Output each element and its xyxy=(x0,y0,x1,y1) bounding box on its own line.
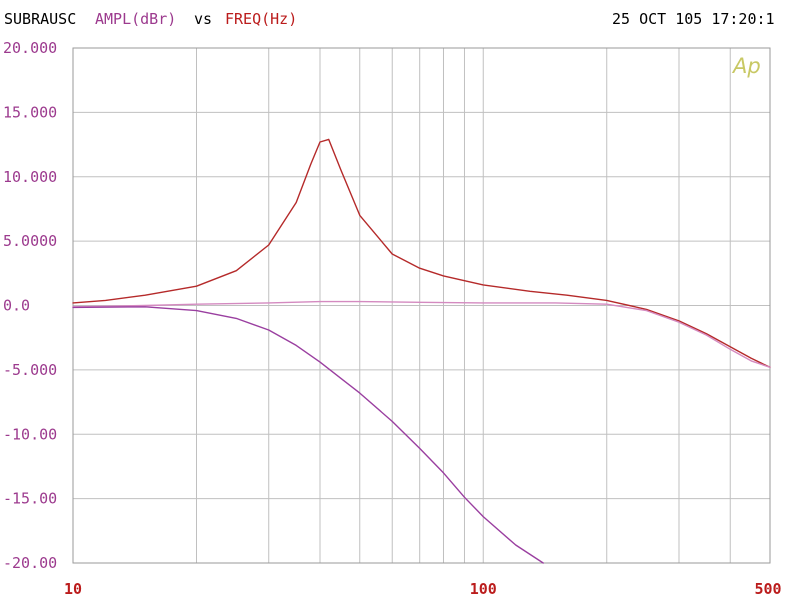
y-tick-label: 0.0 xyxy=(3,297,30,315)
x-tick-label: 10 xyxy=(64,580,82,598)
series-line-1 xyxy=(72,138,771,368)
y-tick-label: 20.000 xyxy=(3,39,57,57)
header-name: SUBRAUSC xyxy=(4,10,76,28)
plot-frame xyxy=(72,47,771,564)
y-tick-label: 15.000 xyxy=(3,103,57,121)
header-vs: vs xyxy=(194,10,212,28)
series-line-2 xyxy=(72,300,771,368)
ap-logo: Ap xyxy=(731,54,761,78)
y-tick-label: -10.00 xyxy=(3,425,57,443)
header-x-quantity: FREQ(Hz) xyxy=(225,10,297,28)
header-y-quantity: AMPL(dBr) xyxy=(95,10,176,28)
y-tick-label: -5.000 xyxy=(3,361,57,379)
y-tick-label: 10.000 xyxy=(3,168,57,186)
series-line-3 xyxy=(72,306,544,564)
x-tick-label: 100 xyxy=(470,580,497,598)
series-lines xyxy=(72,138,771,564)
y-tick-label: 5.0000 xyxy=(3,232,57,250)
y-tick-label: -20.00 xyxy=(3,554,57,572)
y-tick-labels: 20.000 15.000 10.000 5.0000 0.0 -5.000 -10.00 -… xyxy=(3,39,57,572)
grid-lines xyxy=(72,47,771,564)
x-tick-labels: 10 100 500 xyxy=(64,580,782,598)
x-tick-label: 500 xyxy=(754,580,781,598)
header-timestamp: 25 OCT 105 17:20:1 xyxy=(612,10,775,28)
y-tick-label: -15.00 xyxy=(3,490,57,508)
